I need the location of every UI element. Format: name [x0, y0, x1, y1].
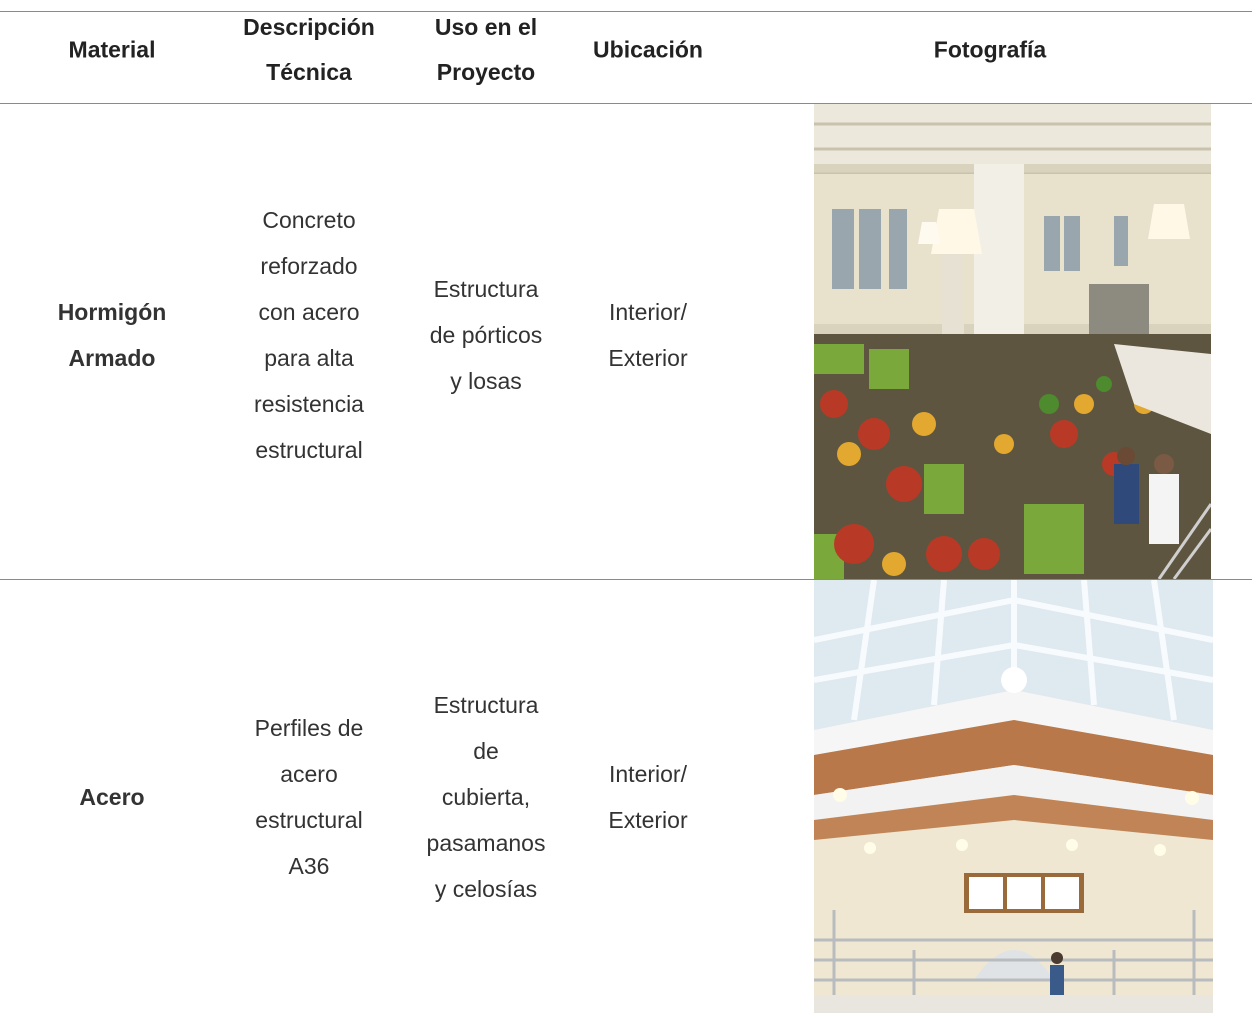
table-cell: Fotografía — [934, 28, 1046, 73]
header-rule — [0, 103, 1252, 104]
cell-line: Acero — [79, 784, 145, 810]
photo-market-interior — [814, 104, 1211, 579]
cell-line: acero — [280, 761, 338, 787]
table-cell: Interior/Exterior — [608, 289, 687, 381]
cell-line: para alta — [264, 345, 354, 371]
cell-line: de — [473, 738, 499, 764]
table-cell: Concreto reforzado con acero para alta resis… — [254, 197, 364, 473]
cell-line: con acero — [258, 299, 360, 325]
row-rule — [0, 579, 1252, 580]
table-cell: Material — [69, 28, 156, 73]
cell-line: estructural — [255, 807, 363, 833]
cell-line: Material — [68, 36, 156, 63]
table-cell: Estructura de cubierta, pasamanos y celosías — [427, 682, 546, 912]
table-cell: Hormigón Armado — [58, 289, 167, 381]
cell-line: Exterior — [608, 807, 688, 833]
cell-line: Uso en el — [434, 14, 538, 40]
table-cell: Estructura de pórticos y losas — [430, 266, 543, 404]
cell-line: Técnica — [266, 59, 352, 85]
cell-line: Estructura — [433, 276, 539, 302]
cell-line: reforzado — [260, 253, 358, 279]
cell-line: Exterior — [608, 345, 688, 371]
cell-line: Interior/ — [609, 299, 687, 325]
table-cell: Acero — [79, 774, 144, 820]
table-cell: Perfiles de acero estructural A36 — [255, 705, 364, 889]
cell-line: y losas — [450, 368, 522, 394]
cell-line: Interior/ — [609, 761, 687, 787]
cell-line: y celosías — [434, 876, 538, 902]
cell-line: resistencia — [254, 391, 364, 417]
cell-line: cubierta, — [441, 784, 531, 810]
photo-steel-roof — [814, 580, 1213, 1013]
table-cell: Uso en el Proyecto — [435, 5, 537, 95]
cell-line: Concreto — [262, 207, 356, 233]
table-cell: Descripción Técnica — [243, 5, 375, 95]
cell-line: Descripción — [243, 14, 375, 40]
cell-line: pasamanos — [426, 830, 546, 856]
cell-line: Estructura — [433, 692, 539, 718]
cell-line: de pórticos — [429, 322, 543, 348]
table-cell: Interior/Exterior — [608, 751, 687, 843]
cell-line: A36 — [288, 853, 330, 879]
cell-line: estructural — [255, 437, 363, 463]
table-top-rule — [0, 11, 1252, 12]
cell-line: Hormigón — [57, 299, 167, 325]
cell-line: Armado — [68, 345, 156, 371]
cell-line: Fotografía — [933, 36, 1047, 63]
cell-line: Proyecto — [436, 59, 536, 85]
cell-line: Perfiles de — [254, 715, 364, 741]
table-cell: Ubicación — [593, 28, 703, 73]
cell-line: Ubicación — [593, 36, 703, 63]
